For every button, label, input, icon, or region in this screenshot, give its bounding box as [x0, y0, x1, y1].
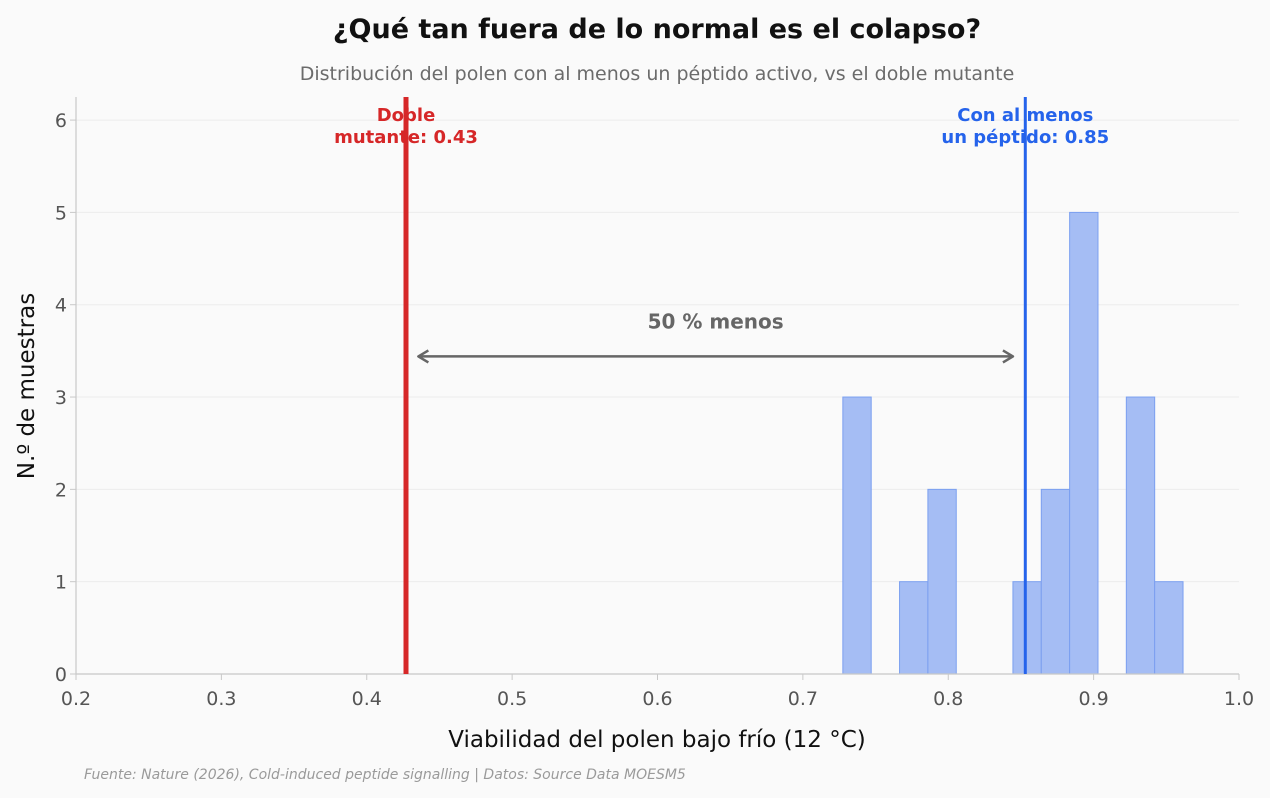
annotation-label: 50 % menos — [648, 309, 784, 333]
x-tick-label-0.8: 0.8 — [933, 688, 963, 710]
reference-label-1-line1: Con al menos — [957, 105, 1093, 126]
x-tick-label-0.2: 0.2 — [61, 688, 91, 710]
reference-label-0-line1: Doble — [377, 105, 436, 126]
difference-annotation: 50 % menos — [417, 309, 1015, 364]
y-tick-label-1: 1 — [55, 572, 67, 594]
y-tick-label-4: 4 — [55, 295, 67, 317]
x-axis-label: Viabilidad del polen bajo frío (12 °C) — [448, 727, 866, 753]
x-tick-label-0.9: 0.9 — [1079, 688, 1109, 710]
histogram-bar-7 — [1040, 488, 1071, 675]
y-tick-label-0: 0 — [55, 664, 67, 686]
chart-title: ¿Qué tan fuera de lo normal es el colaps… — [333, 14, 981, 45]
y-tick-label-5: 5 — [55, 202, 67, 224]
x-tick-label-0.7: 0.7 — [788, 688, 818, 710]
x-tick-label-1.0: 1.0 — [1224, 688, 1254, 710]
chart-subtitle: Distribución del polen con al menos un p… — [300, 63, 1015, 85]
y-tick-label-6: 6 — [55, 110, 67, 132]
annotation-arrowhead-right — [1002, 349, 1015, 364]
source-note: Fuente: Nature (2026), Cold-induced pept… — [84, 767, 686, 783]
histogram-bar-8 — [1069, 211, 1099, 675]
x-tick-labels: 0.2 0.3 0.4 0.5 0.6 0.7 0.8 0.9 1.0 — [61, 674, 1254, 710]
histogram-bar-6 — [1012, 581, 1042, 675]
histogram-bar-2 — [899, 581, 929, 675]
histogram-bar-10 — [1125, 396, 1156, 675]
x-tick-label-0.3: 0.3 — [206, 688, 236, 710]
y-tick-label-2: 2 — [55, 479, 67, 501]
y-tick-labels: 0 1 2 3 4 5 6 — [55, 110, 76, 686]
histogram-bar-11 — [1154, 581, 1184, 675]
x-tick-label-0.6: 0.6 — [642, 688, 672, 710]
annotation-arrowhead-left — [417, 349, 430, 364]
histogram-bar-0 — [842, 396, 872, 675]
x-tick-label-0.5: 0.5 — [497, 688, 527, 710]
reference-label-0-line2: mutante: 0.43 — [334, 127, 478, 148]
y-axis-label: N.º de muestras — [14, 293, 40, 479]
histogram-bar-3 — [927, 488, 957, 675]
reference-label-1-line2: un péptido: 0.85 — [941, 127, 1109, 148]
y-tick-label-3: 3 — [55, 387, 67, 409]
x-tick-label-0.4: 0.4 — [352, 688, 382, 710]
histogram-bars — [842, 211, 1184, 675]
